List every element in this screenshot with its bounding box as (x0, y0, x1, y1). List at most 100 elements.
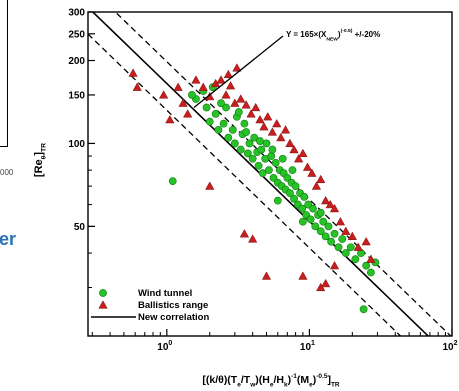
ballistics-range-point (225, 81, 236, 90)
wind-tunnel-point (202, 103, 211, 112)
wind-tunnel-point (346, 243, 355, 252)
wind-tunnel-point (286, 189, 294, 198)
wind-tunnel-point (311, 222, 320, 231)
ballistics-range-point (205, 91, 215, 101)
wind-tunnel-point (319, 217, 328, 226)
ballistics-range-point (165, 114, 175, 124)
wind-tunnel-point (205, 117, 214, 126)
ballistics-range-point (311, 181, 322, 190)
wind-tunnel-point (316, 208, 325, 217)
ballistics-range-point (289, 144, 299, 154)
x-tick-label: 100 (157, 340, 172, 353)
ballistics-range-point (272, 118, 282, 128)
ballistics-range-point (216, 75, 226, 84)
legend-triangle-icon (98, 300, 108, 309)
wind-tunnel-point (271, 158, 280, 167)
wind-tunnel-point (211, 110, 220, 118)
ballistics-range-point (183, 109, 193, 118)
ballistics-range-point (321, 278, 331, 288)
wind-tunnel-point (306, 215, 315, 224)
ballistics-range-point (261, 271, 272, 280)
x-axis-label: [(k/θ)(Te/Tw)(He/Hk)-1(Me)-0.5]TR (202, 373, 340, 389)
ballistics-range-point (298, 271, 308, 280)
wind-tunnel-point (290, 194, 298, 203)
y-axis-label: [Reθ]TR (33, 143, 48, 177)
wind-tunnel-point (324, 222, 333, 231)
wind-tunnel-point (217, 99, 225, 108)
data-points (128, 63, 380, 314)
ballistics-range-point (267, 127, 278, 136)
ballistics-range-point (232, 63, 242, 72)
ballistics-range-point (191, 75, 201, 84)
ballistics-range-point (325, 199, 335, 209)
wind-tunnel-point (267, 152, 276, 160)
wind-tunnel-point (351, 255, 360, 264)
neighbor-figure-tick-label: 000 (0, 168, 14, 177)
ballistics-range-point (298, 148, 308, 158)
wind-tunnel-point (298, 204, 307, 213)
wind-tunnel-point (309, 204, 317, 213)
legend-circle-icon (99, 289, 107, 297)
legend-label: New correlation (138, 312, 209, 323)
wind-tunnel-point (330, 229, 339, 238)
ballistics-range-point (366, 254, 376, 263)
wind-tunnel-point (188, 91, 196, 99)
neighbor-figure-text: er (0, 229, 17, 249)
ballistics-range-point (159, 90, 169, 99)
wind-tunnel-point (283, 173, 292, 182)
wind-tunnel-point (367, 268, 375, 277)
ballistics-range-point (198, 82, 208, 91)
y-tick-label: 50 (74, 222, 86, 233)
ballistics-range-point (263, 112, 273, 121)
ballistics-range-point (128, 68, 138, 77)
wind-tunnel-point (273, 196, 282, 205)
y-tick-label: 200 (68, 56, 85, 67)
ballistics-range-point (280, 125, 291, 134)
ballistics-range-point (205, 181, 215, 190)
wind-tunnel-point (254, 161, 263, 170)
ballistics-range-point (285, 138, 295, 148)
wind-tunnel-point (327, 237, 336, 246)
ballistics-range-point (236, 94, 246, 103)
wind-tunnel-point (265, 166, 273, 175)
wind-tunnel-point (257, 145, 266, 154)
wind-tunnel-point (214, 125, 223, 134)
ballistics-range-point (293, 154, 304, 163)
ballistics-range-point (246, 109, 256, 118)
wind-tunnel-point (341, 249, 350, 257)
ballistics-range-point (353, 242, 363, 251)
wind-tunnel-point (219, 119, 228, 128)
wind-tunnel-point (234, 108, 243, 116)
wind-tunnel-point (288, 166, 297, 175)
ballistics-range-point (251, 102, 261, 112)
correlation-annotation: Y = 165×(XNEW)(-0.5) +/-20% (286, 28, 380, 43)
bound-line (88, 33, 402, 336)
ballistics-range-point (132, 82, 142, 91)
y-tick-label: 100 (68, 139, 85, 150)
neighbor-figure-frame (0, 0, 8, 147)
wind-tunnel-point (334, 243, 343, 252)
y-tick-label: 150 (68, 90, 85, 101)
wind-tunnel-point (338, 235, 347, 243)
x-tick-label: 102 (442, 340, 457, 353)
wind-tunnel-point (316, 227, 325, 236)
wind-tunnel-point (228, 125, 237, 134)
ballistics-range-point (347, 231, 357, 240)
wind-tunnel-point (250, 133, 259, 142)
y-tick-label: 300 (68, 8, 85, 19)
ballistics-range-point (173, 82, 183, 91)
wind-tunnel-point (269, 173, 278, 182)
wind-tunnel-point (245, 139, 254, 148)
ballistics-range-point (230, 98, 240, 107)
ballistics-range-point (221, 90, 231, 99)
ballistics-range-point (276, 132, 286, 142)
wind-tunnel-point (230, 139, 239, 148)
ballistics-range-point (239, 229, 250, 238)
ballistics-range-point (255, 114, 265, 124)
x-tick-label: 101 (300, 340, 315, 353)
correlation-lines (88, 12, 452, 336)
wind-tunnel-point (224, 133, 233, 142)
wind-tunnel-point (222, 103, 230, 112)
legend-label: Ballistics range (138, 300, 208, 311)
ballistics-range-point (316, 174, 326, 184)
